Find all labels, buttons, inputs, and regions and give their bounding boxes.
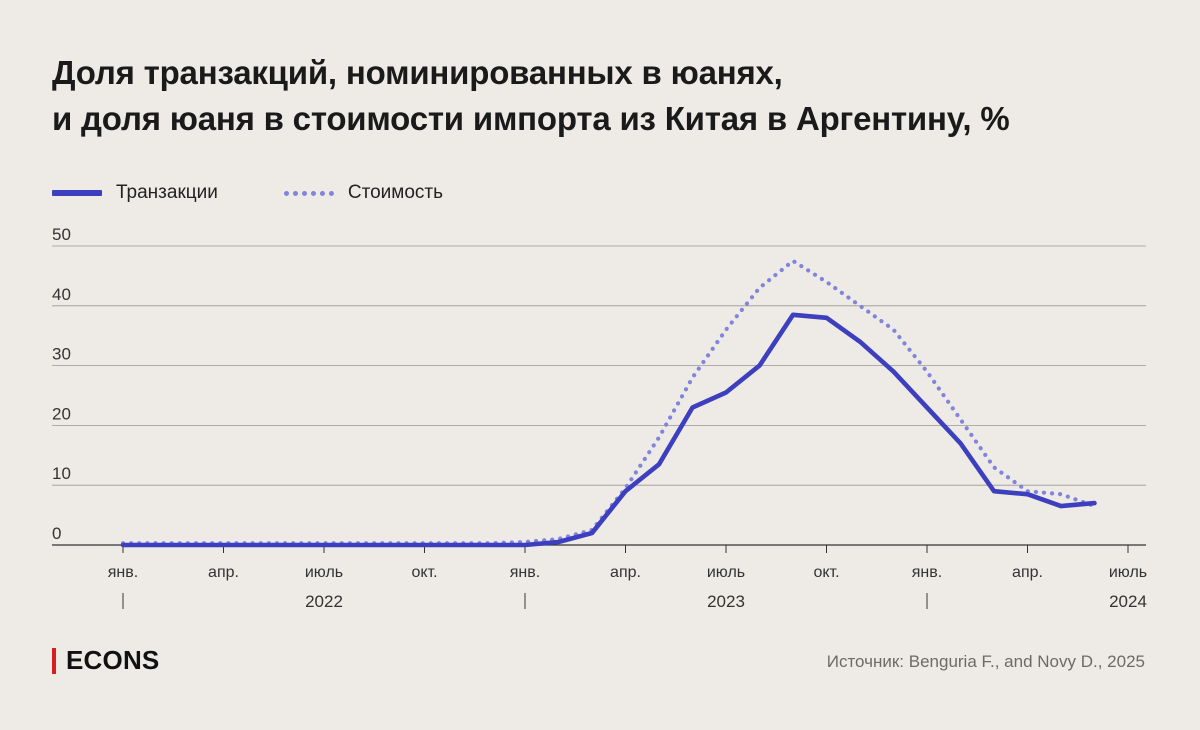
x-tick-label: апр. xyxy=(1012,564,1043,581)
y-tick-label: 40 xyxy=(52,285,71,304)
y-tick-label: 10 xyxy=(52,464,71,483)
series-line-transactions xyxy=(120,312,1097,548)
legend-swatch-solid xyxy=(52,190,102,196)
y-tick-label: 50 xyxy=(52,225,71,244)
year-label: 2023 xyxy=(707,592,745,611)
brand-logo: ECONS xyxy=(52,645,159,676)
y-tick-label: 30 xyxy=(52,345,71,364)
x-tick-label: окт. xyxy=(411,564,437,581)
x-tick-label: апр. xyxy=(208,564,239,581)
x-tick-label: апр. xyxy=(610,564,641,581)
chart-title-line-1: Доля транзакций, номинированных в юанях, xyxy=(52,54,783,91)
x-tick-label: янв. xyxy=(108,564,138,581)
legend-label-transactions: Транзакции xyxy=(116,182,218,203)
y-tick-label: 0 xyxy=(52,524,61,543)
source-note: Источник: Benguria F., and Novy D., 2025 xyxy=(826,652,1145,671)
brand-accent-bar xyxy=(52,647,56,674)
year-label: 2022 xyxy=(305,592,343,611)
series-line-value xyxy=(120,258,1097,546)
chart-title: Доля транзакций, номинированных в юанях,… xyxy=(52,50,1152,142)
chart-title-line-2: и доля юаня в стоимости импорта из Китая… xyxy=(52,100,1010,137)
year-label: 2024 xyxy=(1109,592,1147,611)
x-tick-label: июль xyxy=(707,564,745,581)
legend-label-value: Стоимость xyxy=(347,182,443,203)
y-tick-label: 20 xyxy=(52,404,71,423)
brand-name: ECONS xyxy=(66,645,160,675)
x-tick-label: янв. xyxy=(912,564,942,581)
legend-item-transactions: Транзакции xyxy=(52,182,218,204)
x-tick-label: июль xyxy=(1109,564,1147,581)
chart-legend: Транзакции Стоимость xyxy=(52,178,509,208)
legend-swatch-dotted xyxy=(283,190,334,196)
x-tick-label: янв. xyxy=(510,564,540,581)
x-tick-label: окт. xyxy=(813,564,839,581)
legend-item-value: Стоимость xyxy=(283,182,443,204)
x-tick-label: июль xyxy=(305,564,343,581)
